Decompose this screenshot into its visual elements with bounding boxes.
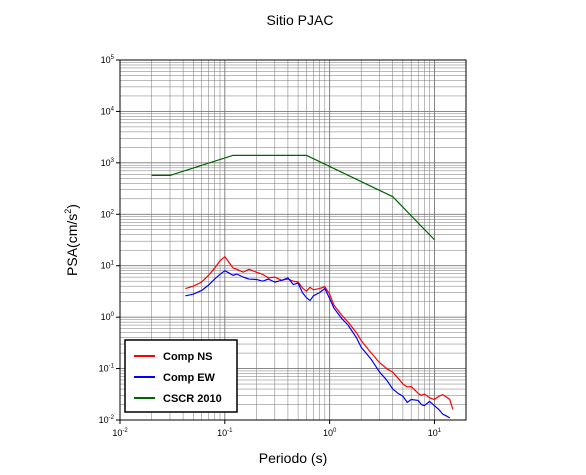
- grid: [119, 59, 467, 421]
- series-line-cscr-2010: [151, 154, 435, 241]
- y-tick-label: 100: [101, 312, 115, 322]
- y-tick-label: 103: [101, 158, 115, 168]
- x-tick-exp: 1: [438, 428, 442, 434]
- series-group: [151, 154, 454, 419]
- x-tick-label: 10-2: [112, 428, 128, 438]
- y-tick-base: 10: [99, 415, 109, 425]
- x-tick-base: 10: [112, 428, 122, 438]
- y-tick-base: 10: [101, 312, 111, 322]
- y-tick-label: 101: [101, 261, 115, 271]
- x-tick-base: 10: [428, 428, 438, 438]
- x-tick-exp: -1: [227, 428, 233, 434]
- x-axis-label: Periodo (s): [259, 450, 327, 466]
- series-line-comp-ew: [185, 270, 451, 419]
- y-tick-label: 102: [101, 209, 115, 219]
- y-tick-exp: -1: [109, 364, 115, 370]
- y-tick-exp: 5: [111, 55, 115, 61]
- y-tick-exp: -2: [109, 415, 115, 421]
- y-tick-base: 10: [101, 209, 111, 219]
- y-tick-label: 104: [101, 106, 115, 116]
- y-tick-base: 10: [101, 158, 111, 168]
- y-tick-exp: 3: [111, 158, 115, 164]
- x-tick-label: 101: [428, 428, 442, 438]
- x-tick-label: 10-1: [217, 428, 233, 438]
- y-tick-base: 10: [101, 106, 111, 116]
- y-tick-exp: 1: [111, 261, 115, 267]
- y-axis-label: PSA(cm/s2): [63, 204, 80, 276]
- y-tick-label: 105: [101, 55, 115, 65]
- y-tick-base: 10: [101, 261, 111, 271]
- y-tick-exp: 4: [111, 106, 115, 112]
- y-tick-exp: 2: [111, 209, 115, 215]
- y-tick-label: 10-1: [99, 364, 115, 374]
- x-tick-label: 100: [323, 428, 337, 438]
- legend-label-ns: Comp NS: [163, 351, 213, 363]
- y-tick-exp: 0: [111, 312, 115, 318]
- y-axis-label-base: PSA(cm/s: [64, 214, 80, 276]
- x-tick-exp: -2: [122, 428, 128, 434]
- x-tick-exp: 0: [333, 428, 337, 434]
- series-line-comp-ns: [185, 256, 454, 410]
- y-axis-label-close: ): [64, 204, 80, 209]
- y-tick-label: 10-2: [99, 415, 115, 425]
- legend: Comp NS Comp EW CSCR 2010: [124, 339, 238, 413]
- y-tick-base: 10: [101, 55, 111, 65]
- x-tick-base: 10: [217, 428, 227, 438]
- legend-label-ew: Comp EW: [163, 372, 216, 384]
- x-tick-base: 10: [323, 428, 333, 438]
- y-tick-base: 10: [99, 364, 109, 374]
- y-axis-label-exp: 2: [63, 209, 73, 214]
- legend-label-cscr: CSCR 2010: [163, 393, 222, 405]
- plot-area-frame: [119, 59, 467, 421]
- chart-title: Sitio PJAC: [267, 12, 334, 28]
